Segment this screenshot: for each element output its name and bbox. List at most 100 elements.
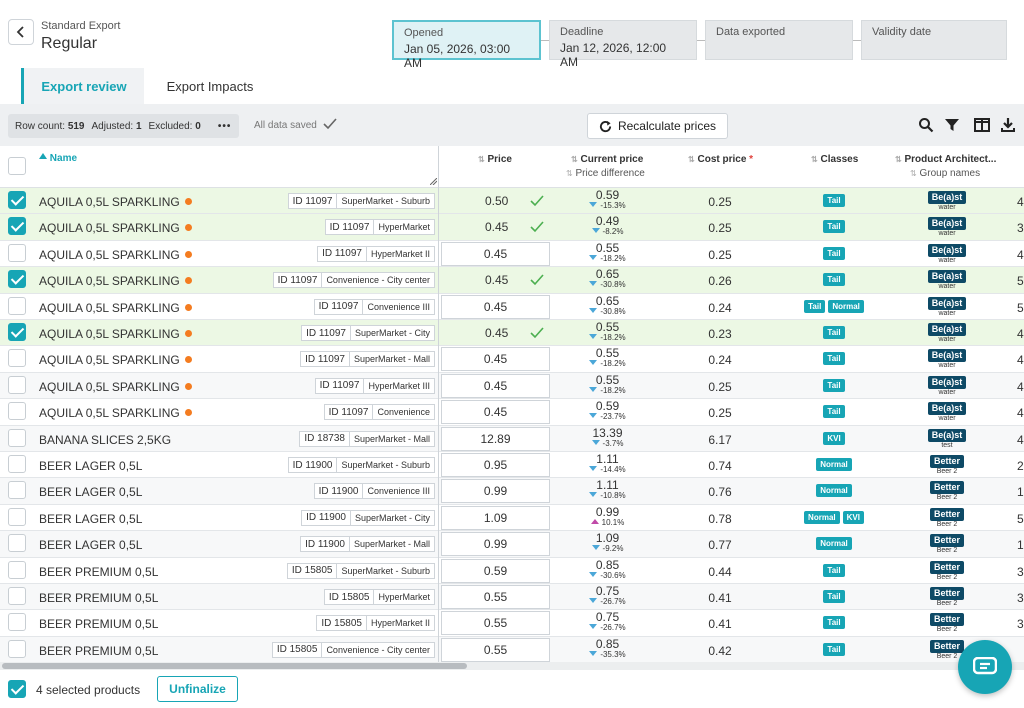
column-subheader-group-names[interactable]: ⇅ Group names [910, 168, 980, 179]
row-checkbox[interactable] [8, 534, 26, 553]
price-input[interactable]: 0.55 [441, 637, 550, 662]
row-checkbox[interactable] [8, 455, 26, 473]
column-label: Cost price [697, 154, 747, 165]
table-row[interactable]: BEER LAGER 0,5L ID 11900 SuperMarket - Cit… [0, 505, 1024, 532]
price-input[interactable]: 0.99 [441, 479, 550, 504]
price-difference: -35.3% [560, 650, 655, 660]
row-checkbox[interactable] [8, 243, 26, 262]
price-input[interactable]: 0.45 [441, 400, 550, 425]
download-icon[interactable] [1000, 117, 1016, 133]
price-input[interactable]: 0.45 [441, 241, 550, 266]
truncated-column-value: 3 [1017, 221, 1024, 236]
column-header-price[interactable]: ⇅ Price [478, 154, 512, 165]
table-row[interactable]: AQUILA 0,5L SPARKLING ID 11097 Convenience… [0, 294, 1024, 320]
price-input[interactable]: 0.50 [485, 194, 509, 208]
current-price-value: 13.39 [592, 425, 623, 440]
table-row[interactable]: AQUILA 0,5L SPARKLING ID 11097 Convenience… [0, 267, 1024, 294]
product-name: BEER LAGER 0,5L [39, 512, 142, 526]
row-checkbox[interactable] [8, 375, 26, 394]
table-row[interactable]: AQUILA 0,5L SPARKLING ID 11097 HyperMarket… [0, 241, 1024, 268]
price-input[interactable]: 0.45 [485, 273, 509, 288]
class-badge: Normal [828, 299, 864, 313]
column-header-product-architecture[interactable]: ⇅ Product Architect... [895, 154, 996, 165]
price-input[interactable]: 0.45 [485, 326, 509, 340]
column-header-classes[interactable]: ⇅ Classes [811, 154, 858, 165]
row-checkbox[interactable] [8, 613, 26, 632]
column-subheader-price-difference[interactable]: ⇅ Price difference [566, 168, 645, 179]
table-row[interactable]: BEER PREMIUM 0,5L ID 15805 SuperMarket - S… [0, 558, 1024, 584]
row-checkbox[interactable] [8, 507, 26, 526]
price-input[interactable]: 0.59 [441, 558, 550, 583]
recalculate-prices-button[interactable]: Recalculate prices [587, 113, 728, 139]
row-checkbox[interactable] [8, 296, 26, 315]
current-price-value: 0.65 [595, 293, 620, 308]
table-row[interactable]: AQUILA 0,5L SPARKLING ID 11097 HyperMarket… [0, 214, 1024, 241]
step-validity-date[interactable]: Validity date [861, 20, 1007, 60]
select-all-checkbox[interactable] [8, 157, 26, 175]
more-options-button[interactable]: ••• [217, 120, 232, 132]
column-header-current-price[interactable]: ⇅ Current price [571, 154, 643, 165]
unfinalize-button[interactable]: Unfinalize [157, 676, 238, 702]
price-difference: -18.2% [560, 254, 655, 264]
table-row[interactable]: AQUILA 0,5L SPARKLING ID 11097 SuperMarket… [0, 320, 1024, 347]
price-input[interactable]: 0.55 [441, 611, 550, 636]
back-button[interactable] [8, 19, 34, 45]
table-row[interactable]: AQUILA 0,5L SPARKLING ID 11097 SuperMarket… [0, 346, 1024, 373]
chat-button[interactable] [958, 640, 1012, 694]
adjusted-label: Adjusted: [91, 120, 134, 132]
cost-price: 0.24 [708, 300, 732, 315]
price-difference: -18.2% [560, 333, 655, 343]
table-row[interactable]: AQUILA 0,5L SPARKLING ID 11097 SuperMarket… [0, 188, 1024, 215]
price-input[interactable]: 0.55 [441, 585, 550, 609]
row-checkbox[interactable] [8, 191, 26, 209]
row-checkbox[interactable] [8, 587, 26, 605]
table-row[interactable]: BEER LAGER 0,5L ID 11900 SuperMarket - Sub… [0, 452, 1024, 479]
resize-handle-icon[interactable] [430, 178, 437, 185]
tab-export-review[interactable]: Export review [21, 68, 144, 104]
step-deadline[interactable]: Deadline Jan 12, 2026, 12:00 AM [549, 20, 697, 69]
filter-icon[interactable] [944, 117, 960, 133]
column-header-cost-price[interactable]: ⇅ Cost price * [688, 154, 753, 165]
horizontal-scrollbar[interactable] [0, 662, 1024, 670]
table-row[interactable]: BEER PREMIUM 0,5L ID 15805 HyperMarket 0.55… [0, 584, 1024, 611]
cost-price: 0.78 [708, 511, 732, 526]
table-row[interactable]: AQUILA 0,5L SPARKLING ID 11097 Convenience… [0, 399, 1024, 426]
step-opened[interactable]: Opened Jan 05, 2026, 03:00 AM [392, 20, 541, 70]
selection-checkbox[interactable] [8, 680, 26, 698]
row-checkbox[interactable] [8, 270, 26, 289]
price-input[interactable]: 0.45 [441, 373, 550, 398]
table-row[interactable]: BEER PREMIUM 0,5L ID 15805 HyperMarket II 0… [0, 610, 1024, 637]
table-row[interactable]: BEER LAGER 0,5L ID 11900 SuperMarket - Mal… [0, 531, 1024, 558]
step-data-exported[interactable]: Data exported [705, 20, 853, 60]
price-input[interactable]: 0.99 [441, 532, 550, 557]
price-input[interactable]: 0.45 [441, 347, 550, 372]
row-checkbox[interactable] [8, 481, 26, 500]
price-input[interactable]: 0.45 [441, 294, 550, 319]
price-input[interactable]: 0.45 [485, 220, 509, 235]
column-header-name[interactable]: Name [39, 153, 77, 164]
table-row[interactable]: BANANA SLICES 2,5KG ID 18738 SuperMarket -… [0, 425, 1024, 452]
search-icon[interactable] [918, 117, 934, 133]
price-input[interactable]: 0.95 [441, 453, 550, 477]
price-input[interactable]: 12.89 [441, 426, 550, 451]
tab-export-impacts[interactable]: Export Impacts [166, 78, 254, 94]
class-badge: KVI [842, 510, 864, 524]
chevron-left-icon [16, 26, 24, 38]
row-checkbox[interactable] [8, 323, 26, 341]
row-checkbox[interactable] [8, 349, 26, 368]
price-input[interactable]: 1.09 [441, 505, 550, 530]
table-row[interactable]: BEER LAGER 0,5L ID 11900 Convenience III 0.… [0, 478, 1024, 505]
row-checkbox[interactable] [8, 560, 26, 579]
refresh-icon [599, 120, 612, 132]
scrollbar-thumb[interactable] [2, 663, 467, 669]
columns-icon[interactable] [974, 117, 990, 133]
classes-cell: Tail [770, 563, 898, 577]
table-row[interactable]: AQUILA 0,5L SPARKLING ID 11097 HyperMarket… [0, 372, 1024, 400]
table-row[interactable]: BEER PREMIUM 0,5L ID 15805 Convenience - C… [0, 636, 1024, 664]
row-checkbox[interactable] [8, 217, 26, 236]
row-checkbox[interactable] [8, 428, 26, 447]
grid-toolbar: Row count: 519 Adjusted: 1 Excluded: 0 •… [0, 104, 1024, 146]
row-checkbox[interactable] [8, 639, 26, 658]
row-checkbox[interactable] [8, 402, 26, 421]
current-price: 13.39 -3.7% [560, 427, 655, 449]
